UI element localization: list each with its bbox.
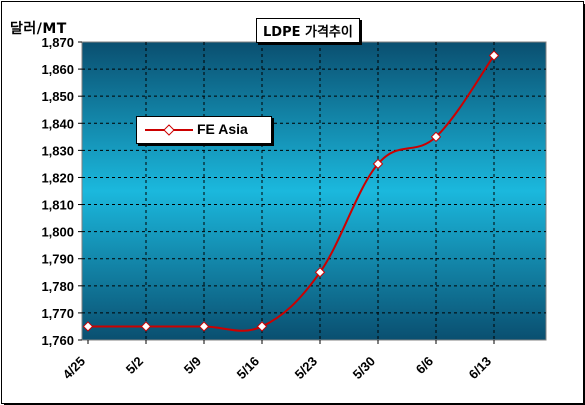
x-tick-label: 5/2 (123, 354, 146, 377)
data-point-marker (256, 321, 268, 332)
data-point-marker (372, 158, 384, 170)
y-tick-label: 1,800 (41, 225, 74, 240)
data-point-marker (430, 131, 442, 143)
y-tick-label: 1,790 (41, 252, 74, 267)
series-fe-asia (82, 50, 500, 332)
y-tick-label: 1,860 (41, 62, 74, 77)
grid-lines (82, 42, 546, 340)
x-tick-label: 6/6 (413, 354, 436, 377)
data-point-marker (140, 321, 152, 332)
chart-title: LDPE 가격추이 (256, 18, 360, 43)
x-tick-label: 5/23 (292, 354, 321, 383)
y-tick-label: 1,780 (41, 279, 74, 294)
data-point-marker (82, 321, 94, 332)
x-tick-label: 5/9 (181, 354, 204, 377)
data-point-marker (314, 267, 326, 278)
y-tick-label: 1,830 (41, 143, 74, 158)
y-tick-label: 1,770 (41, 306, 74, 321)
data-point-marker (198, 321, 210, 332)
x-tick-label: 6/13 (466, 354, 495, 383)
y-tick-label: 1,840 (41, 116, 74, 131)
y-tick-label: 1,760 (41, 333, 74, 348)
plot-area (81, 41, 547, 341)
legend-marker-icon (145, 124, 193, 136)
y-tick-label: 1,850 (41, 89, 74, 104)
data-point-marker (488, 50, 500, 61)
legend: FE Asia (136, 116, 272, 144)
y-tick-label: 1,810 (41, 198, 74, 213)
x-tick-label: 4/25 (60, 354, 89, 383)
x-axis: 4/25 5/2 5/9 5/16 5/23 5/30 6/6 6/13 (60, 340, 495, 382)
x-tick-label: 5/30 (350, 354, 379, 383)
y-tick-label: 1,870 (41, 35, 74, 50)
y-axis: 1,760 1,770 1,780 1,790 1,800 1,810 1,820 1,830… (41, 35, 82, 348)
x-tick-label: 5/16 (234, 354, 263, 383)
y-tick-label: 1,820 (41, 170, 74, 185)
legend-label-fe-asia: FE Asia (197, 121, 248, 137)
y-axis-unit-label: 달러/MT (10, 21, 67, 37)
